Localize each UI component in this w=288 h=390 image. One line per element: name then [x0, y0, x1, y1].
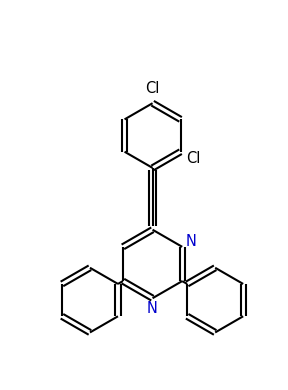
Text: N: N: [186, 234, 197, 249]
Text: Cl: Cl: [186, 151, 200, 167]
Text: N: N: [147, 301, 158, 316]
Text: Cl: Cl: [145, 82, 160, 96]
